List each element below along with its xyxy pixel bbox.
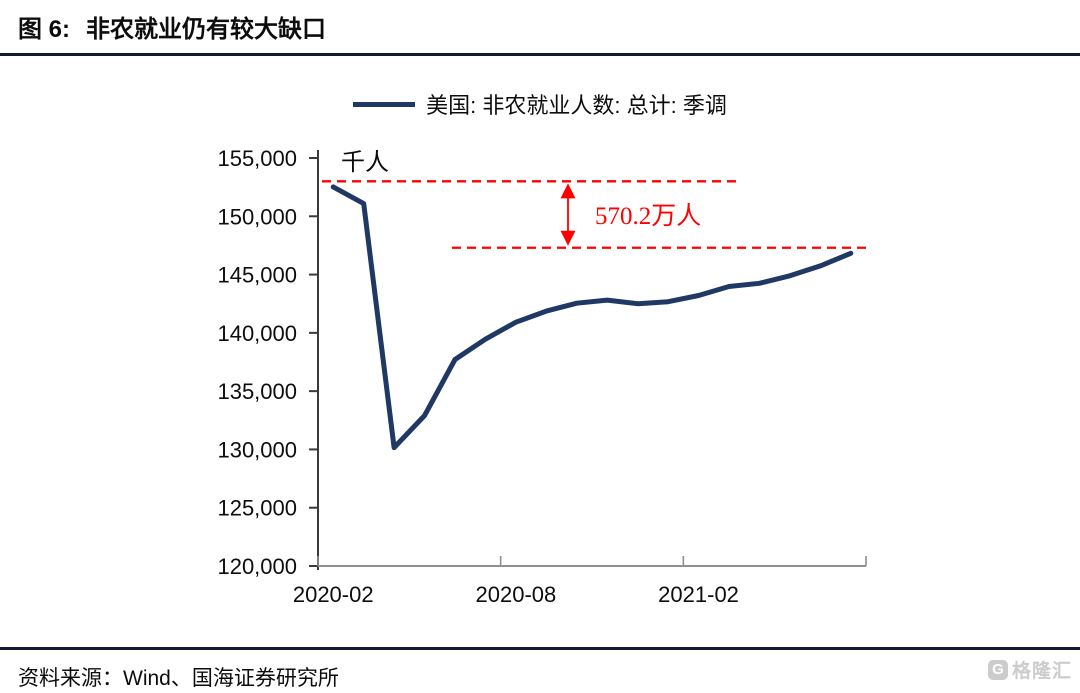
y-axis-tick-label: 140,000 <box>217 321 297 346</box>
source-text: 资料来源：Wind、国海证券研究所 <box>18 667 339 690</box>
chart-legend: 美国: 非农就业人数: 总计: 季调 <box>0 88 1080 120</box>
x-axis-tick-label: 2020-02 <box>293 582 374 607</box>
x-axis-tick-label: 2020-08 <box>476 582 557 607</box>
x-axis-tick-label: 2021-02 <box>658 582 739 607</box>
figure-title: 非农就业仍有较大缺口 <box>86 16 327 43</box>
y-axis-tick-label: 150,000 <box>217 204 297 229</box>
y-axis-unit-label: 千人 <box>341 149 389 176</box>
employment-gap-annotation: 570.2万人 <box>595 203 702 230</box>
legend-line-swatch <box>353 101 416 107</box>
source-footer: 资料来源：Wind、国海证券研究所 <box>0 647 1080 693</box>
gelonghui-logo-icon: G <box>987 659 1008 680</box>
figure-label: 图 6: <box>18 16 71 43</box>
gelonghui-watermark: G 格隆汇 <box>987 656 1072 683</box>
y-axis-tick-label: 120,000 <box>217 554 297 579</box>
legend-series-label: 美国: 非农就业人数: 总计: 季调 <box>426 93 727 118</box>
y-axis-tick-label: 135,000 <box>217 379 297 404</box>
figure-title-bar: 图 6: 非农就业仍有较大缺口 <box>0 0 1080 56</box>
y-axis-tick-label: 125,000 <box>217 496 297 521</box>
y-axis-tick-label: 130,000 <box>217 437 297 462</box>
y-axis-tick-label: 155,000 <box>217 146 297 171</box>
y-axis-tick-label: 145,000 <box>217 263 297 288</box>
gap-arrow-head-up <box>560 183 576 199</box>
payroll-series-line <box>330 184 854 451</box>
gelonghui-logo-text: 格隆汇 <box>1011 661 1072 682</box>
gap-arrow-head-down <box>560 230 576 246</box>
